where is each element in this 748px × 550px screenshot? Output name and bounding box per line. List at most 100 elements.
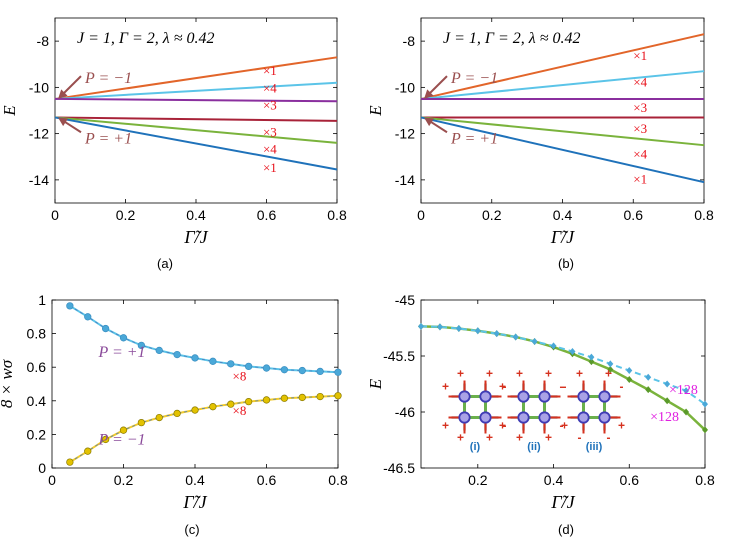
parameter-annotation: J = 1, Γ = 2, λ ≈ 0.42 — [77, 30, 215, 47]
y-tick-label: 1 — [38, 292, 46, 308]
parity-arrow-shaft — [429, 120, 448, 134]
inset-label: (i) — [470, 441, 481, 453]
data-point — [173, 409, 181, 418]
inset-sign: + — [457, 431, 464, 445]
panel-caption: (b) — [558, 256, 574, 271]
inset-sign: + — [545, 367, 552, 381]
parity-arrow-head — [424, 117, 435, 127]
inset-sign: + — [486, 431, 493, 445]
panel-d: 0.2 0.4 0.6 0.8 -45 -45.5 -46 -46.5 Γ̃/J E (d) ×128… — [366, 292, 715, 537]
multiplicity-label: ×8 — [233, 369, 247, 384]
data-point-blue — [702, 400, 708, 408]
series-line-1 — [69, 394, 339, 463]
inset-sign: + — [442, 419, 449, 433]
data-point — [137, 418, 146, 427]
x-axis-label: Γ̃/J — [550, 492, 575, 512]
series-line-3 — [54, 116, 338, 122]
x-tick-label: 0.8 — [327, 207, 347, 223]
data-point-green — [683, 408, 690, 416]
inset-site — [517, 411, 530, 424]
x-tick-label: 0.6 — [620, 472, 640, 488]
degeneracy-label: ×1 — [263, 160, 277, 175]
x-tick-label: 0.8 — [328, 472, 348, 488]
series-line-4 — [420, 116, 705, 147]
plot-frame — [420, 299, 706, 469]
x-tick-label: 0.4 — [544, 472, 564, 488]
data-point — [101, 324, 110, 333]
y-tick-label: 0.2 — [27, 426, 47, 442]
degeneracy-label: ×3 — [263, 124, 277, 139]
series-line-0 — [69, 305, 339, 374]
y-tick-label: -46 — [395, 404, 415, 420]
data-point — [173, 350, 181, 359]
parity-label: P = +1 — [84, 130, 132, 147]
x-tick-label: 0.8 — [695, 472, 715, 488]
parity-arrow-shaft — [63, 120, 82, 134]
data-point — [209, 357, 217, 365]
data-point — [244, 397, 253, 406]
x-axis-label: Γ̃/J — [550, 227, 575, 247]
degeneracy-label: ×4 — [633, 75, 647, 90]
x-tick-label: 0.6 — [257, 207, 277, 223]
data-point — [66, 302, 74, 310]
inset-label: (iii) — [586, 441, 603, 453]
y-tick-label: -45.5 — [383, 348, 415, 364]
panel-a: 0 0.2 0.4 0.6 0.8 -8 -10 -12 -14 Γ̃/J E (a) ×1 ×4 ×3 ×3… — [0, 17, 347, 271]
series-line-5 — [54, 116, 338, 171]
inset-site — [479, 411, 492, 424]
panel-caption: (c) — [184, 522, 199, 537]
inset-site — [577, 390, 590, 403]
inset-sign: - — [620, 380, 624, 394]
x-tick-label: 0.4 — [185, 472, 205, 488]
data-point — [280, 394, 289, 402]
y-tick-label: -8 — [403, 33, 416, 49]
data-point — [155, 413, 163, 422]
data-point — [227, 400, 235, 408]
inset-site — [458, 411, 471, 424]
series-line-0 — [420, 33, 705, 100]
inset-sign: + — [457, 367, 464, 381]
panel-b: 0 0.2 0.4 0.6 0.8 -8 -10 -12 -14 Γ̃/J E (b) ×1 ×4 ×3 ×3… — [366, 17, 714, 271]
data-point-blue — [588, 353, 595, 361]
data-point — [316, 367, 324, 376]
series-name: P = +1 — [97, 344, 145, 361]
degeneracy-label: ×4 — [263, 80, 277, 95]
x-tick-label: 0.2 — [468, 472, 488, 488]
data-point-blue — [493, 330, 500, 338]
multiplicity-label: ×128 — [650, 410, 679, 425]
data-point — [119, 426, 128, 434]
parity-arrow-head — [424, 89, 434, 99]
y-tick-label: -12 — [29, 126, 49, 142]
degeneracy-label: ×1 — [263, 63, 277, 78]
inset-sign: + — [442, 380, 449, 394]
degeneracy-label: ×3 — [633, 100, 647, 115]
y-tick-label: -14 — [395, 172, 415, 188]
data-point-blue — [626, 367, 633, 375]
parity-label: P = −1 — [450, 70, 498, 87]
series-dashed-1 — [69, 395, 339, 463]
series-line-4 — [54, 116, 338, 144]
data-point-green — [588, 358, 595, 366]
inset-site — [598, 411, 611, 424]
inset-site — [538, 411, 551, 424]
data-point — [227, 360, 235, 368]
data-point-blue — [418, 322, 424, 330]
inset-sign: + — [561, 419, 568, 433]
data-point — [244, 362, 253, 371]
data-point — [262, 396, 271, 404]
data-point — [66, 458, 74, 466]
data-point — [298, 393, 306, 402]
plot-frame — [51, 299, 339, 469]
data-point — [137, 341, 146, 350]
parity-arrow-shaft — [63, 75, 82, 94]
data-point — [84, 313, 92, 321]
y-tick-label: -12 — [395, 126, 415, 142]
x-tick-label: 0.4 — [186, 207, 206, 223]
degeneracy-label: ×3 — [633, 121, 647, 136]
y-tick-label: 0.4 — [27, 393, 47, 409]
parity-arrow-head — [58, 117, 69, 127]
series-line-0 — [54, 56, 338, 100]
data-point — [191, 354, 199, 362]
data-point — [280, 366, 289, 374]
